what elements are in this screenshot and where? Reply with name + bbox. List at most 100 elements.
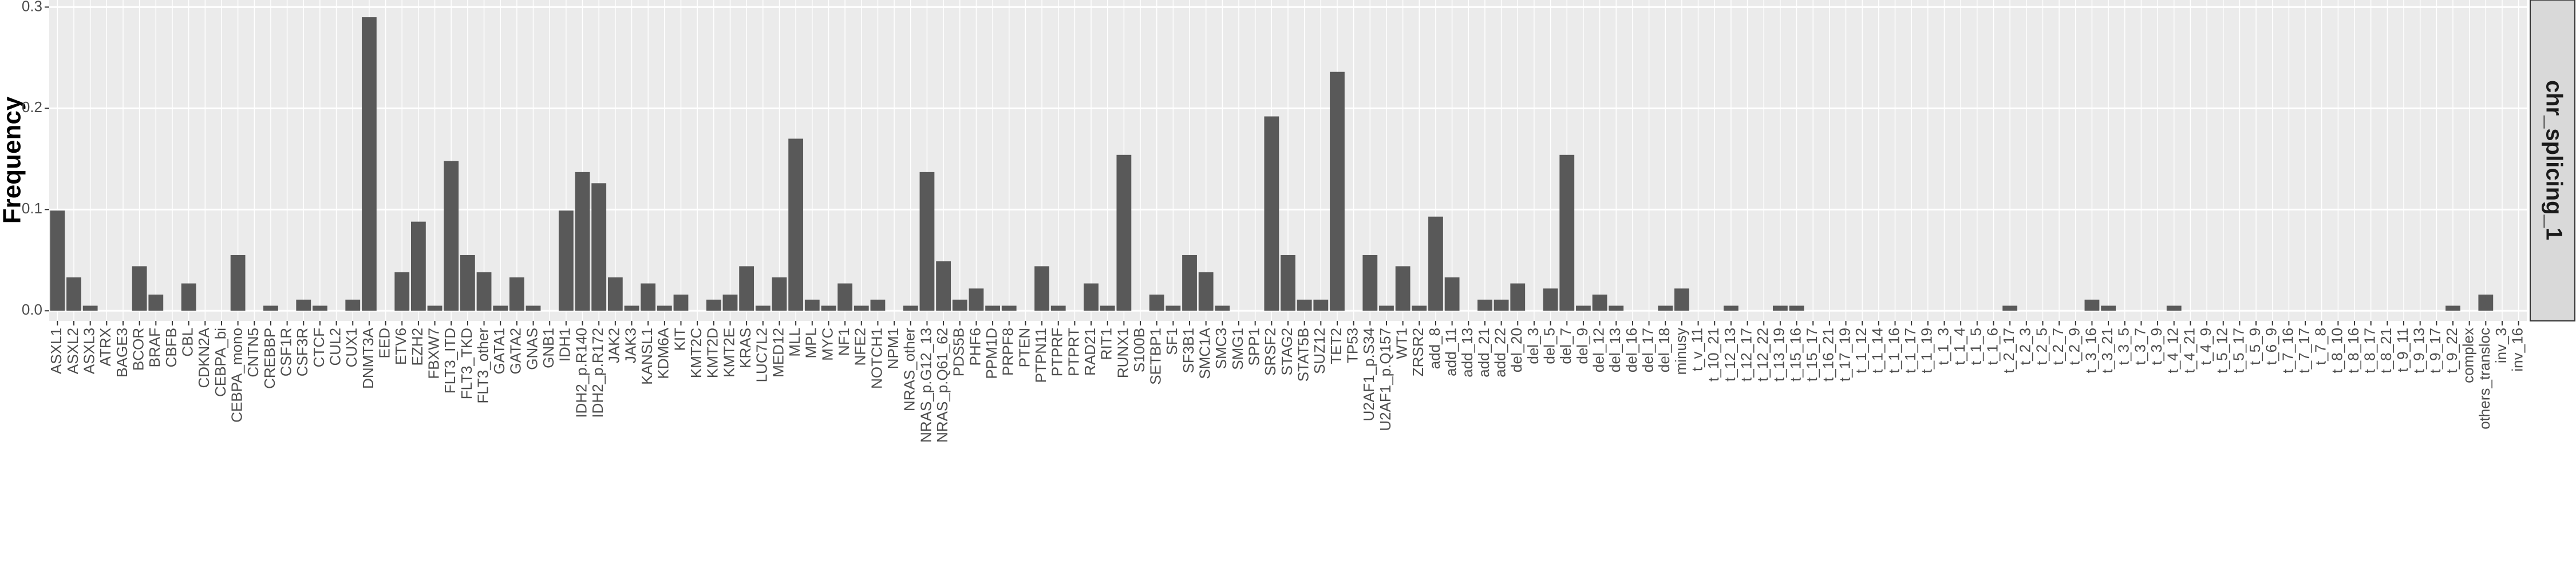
bar [66, 277, 81, 311]
bar [1395, 266, 1411, 311]
x-tick-label: t_16_21 [1820, 328, 1837, 382]
bar [1198, 272, 1214, 311]
bar [1428, 216, 1443, 311]
x-tick-label: BAGE3 [113, 328, 131, 378]
bar [263, 305, 278, 311]
bar [1297, 299, 1312, 311]
x-tick-label: SMG1 [1229, 328, 1246, 370]
x-tick-label: KMT2E [720, 328, 737, 378]
x-tick-label: RUNX1 [1114, 328, 1131, 378]
x-tick-label: KMT2D [704, 328, 721, 378]
x-tick-label: del_7 [1557, 328, 1574, 364]
grid [49, 0, 2527, 321]
x-tick-label: t_9_13 [2411, 328, 2428, 374]
x-tick-label: t_8_21 [2377, 328, 2395, 374]
x-tick-label: GNAS [523, 328, 540, 370]
bar [1264, 116, 1279, 311]
x-tick-label: t_12_13 [1721, 328, 1739, 382]
x-tick-label: t_9_11 [2394, 328, 2411, 372]
bar [1116, 154, 1132, 311]
y-tick-label: 0.1 [22, 200, 42, 217]
bar [772, 277, 787, 311]
bar [1592, 294, 1607, 311]
x-tick-label: PPM1D [983, 328, 1000, 379]
x-tick-label: CEBPA_mono [228, 328, 245, 423]
y-tick-label: 0.2 [22, 98, 42, 116]
x-tick-label: NFE2 [852, 328, 869, 366]
bar [1281, 255, 1295, 311]
x-tick-label: t_7_17 [2296, 328, 2313, 374]
bar [296, 299, 311, 311]
x-tick-label: PTEN [1016, 328, 1033, 367]
bar [919, 172, 935, 311]
bar [755, 305, 771, 311]
bar [476, 272, 492, 311]
x-tick-label: KMT2C [688, 328, 705, 378]
x-tick-label: t_3_5 [2115, 328, 2132, 365]
bar [837, 283, 853, 311]
x-tick-label: MLL [786, 328, 803, 357]
bar [657, 305, 672, 311]
bar [181, 283, 196, 311]
x-tick-label: CREBBP [261, 328, 278, 389]
bar [936, 261, 951, 311]
x-tick-label: FLT3_ITD [441, 328, 459, 394]
bar [427, 305, 442, 311]
x-tick-label: t_2_17 [2000, 328, 2017, 374]
x-tick-label: SUZ12 [1311, 328, 1328, 374]
x-tick-label: ASXL2 [64, 328, 81, 374]
bar [362, 17, 377, 311]
x-tick-label: del_9 [1574, 328, 1591, 364]
x-tick-label: IDH1 [556, 328, 574, 362]
bar [493, 305, 508, 311]
x-tick-label: add_8 [1426, 328, 1443, 369]
x-tick-label: t_1_19 [1918, 328, 1935, 374]
x-tick-label: t_v_11 [1688, 328, 1705, 371]
x-tick-label: t_1_17 [1902, 328, 1919, 374]
bar [1444, 277, 1460, 311]
x-tick-label: CTCF [310, 328, 327, 367]
x-tick-label: complex [2460, 328, 2477, 383]
bar [1050, 305, 1066, 311]
x-tick-label: CUX1 [343, 328, 360, 367]
x-tick-label: GATA2 [507, 328, 524, 374]
bar [854, 305, 869, 311]
x-tick-label: PDS5B [950, 328, 967, 376]
bar [1772, 305, 1788, 311]
bar [444, 161, 459, 311]
x-tick-label: ASXL3 [81, 328, 98, 374]
x-tick-label: SETBP1 [1147, 328, 1164, 385]
bar [575, 172, 590, 311]
bar [870, 299, 886, 311]
x-tick-label: t_5_17 [2230, 328, 2247, 374]
bar [673, 294, 689, 311]
x-tick-label: NPM1 [884, 328, 902, 369]
x-tick-label: t_9_22 [2443, 328, 2460, 374]
x-tick-label: RIT1 [1098, 328, 1115, 360]
x-tick-label: PTPRT [1065, 328, 1082, 376]
x-tick-label: add_21 [1475, 328, 1492, 378]
bar [2002, 305, 2018, 311]
x-tick-label: SMC3 [1212, 328, 1230, 369]
x-tick-label: t_1_16 [1885, 328, 1902, 374]
x-tick-label: t_8_16 [2345, 328, 2362, 374]
x-tick-label: FLT3_other [474, 328, 491, 404]
x-tick-label: t_12_22 [1754, 328, 1771, 382]
x-tick-label: CUL2 [326, 328, 343, 366]
bar [2101, 305, 2116, 311]
bar [313, 305, 327, 311]
x-tick-label: SPP1 [1246, 328, 1263, 366]
x-tick-label: ASXL1 [48, 328, 65, 374]
x-tick-label: CEBPA_bi [212, 328, 229, 397]
x-tick-label: inv_16 [2509, 328, 2526, 372]
x-tick-label: CNTN5 [244, 328, 262, 378]
x-tick-label: t_3_16 [2082, 328, 2099, 374]
x-tick-label: CBL [179, 328, 196, 357]
x-tick-label: ZRSR2 [1409, 328, 1427, 376]
x-tick-label: JAK2 [606, 328, 623, 363]
x-tick-label: SF1 [1163, 328, 1180, 355]
bar [952, 299, 967, 311]
x-tick-label: t_3_9 [2148, 328, 2165, 365]
bar [1100, 305, 1115, 311]
x-tick-label: MED12 [769, 328, 787, 378]
